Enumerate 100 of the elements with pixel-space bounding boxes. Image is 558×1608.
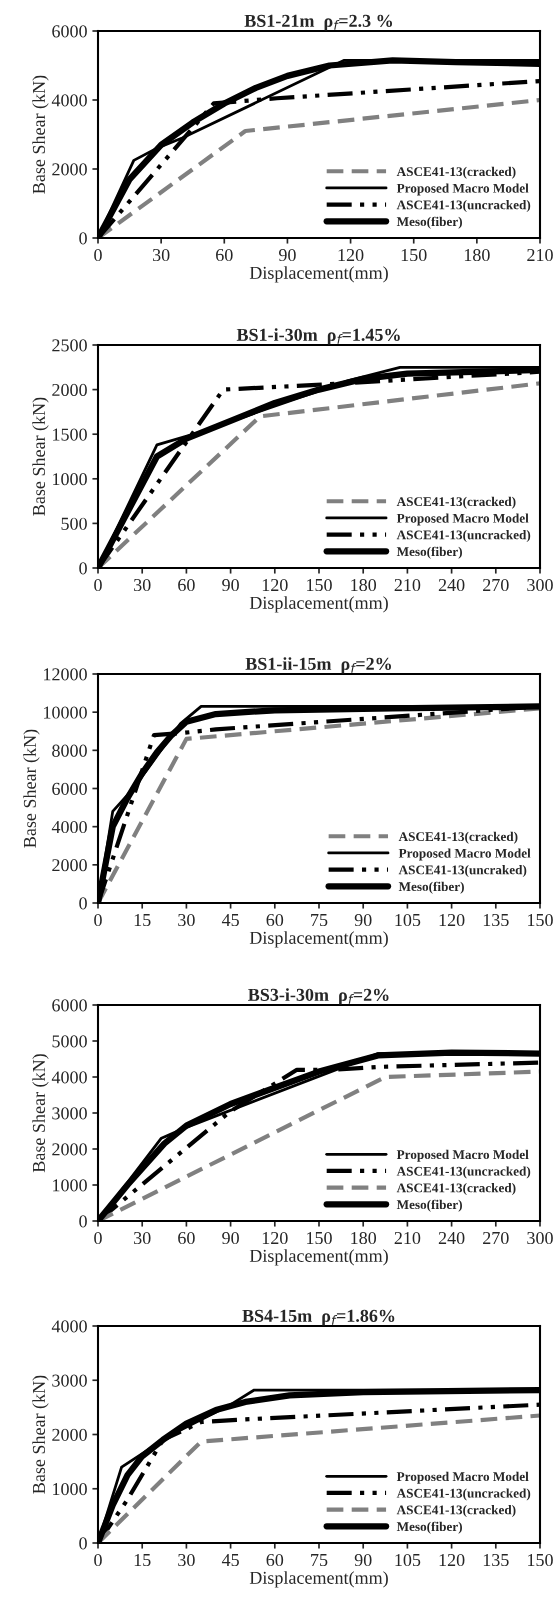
x-tick-label: 105 xyxy=(395,1553,421,1567)
legend-label: Meso(fiber) xyxy=(398,881,464,894)
y-axis-title: Base Shear (kN) xyxy=(32,1054,49,1173)
y-tick-label: 4000 xyxy=(51,820,87,834)
y-tick-label: 2000 xyxy=(52,859,87,872)
x-tick-label: 90 xyxy=(354,1553,372,1567)
y-axis-title: Base Shear (kN) xyxy=(23,729,40,848)
x-tick-label: 60 xyxy=(266,1553,284,1567)
legend-label: Meso(fiber) xyxy=(396,546,462,559)
y-tick-label: 0 xyxy=(79,897,87,910)
chart-title: BS1-21m ρ$_{f}$=2.3 % xyxy=(244,14,393,31)
x-tick-label: 0 xyxy=(94,1553,102,1567)
x-tick-label: 120 xyxy=(439,913,465,927)
y-tick-label: 3000 xyxy=(52,1107,87,1120)
x-tick-label: 135 xyxy=(483,913,509,927)
y-tick-label: 0 xyxy=(79,1537,87,1550)
y-tick-label: 2000 xyxy=(52,383,87,397)
y-tick-label: 1000 xyxy=(53,1483,87,1496)
x-tick-label: 210 xyxy=(527,248,553,262)
chart-title: BS1-i-30m ρ$_{f}$=1.45% xyxy=(236,328,400,345)
x-tick-label: 105 xyxy=(395,913,421,927)
y-tick-label: 4000 xyxy=(51,94,87,107)
x-tick-label: 150 xyxy=(401,248,427,262)
y-tick-label: 4000 xyxy=(51,1071,87,1084)
x-tick-label: 90 xyxy=(222,1231,239,1245)
legend-label: ASCE41-13(cracked) xyxy=(396,496,516,509)
x-tick-label: 30 xyxy=(178,1553,195,1567)
x-tick-label: 0 xyxy=(94,1231,102,1245)
x-tick-label: 30 xyxy=(178,913,195,927)
x-tick-label: 120 xyxy=(439,1553,465,1567)
x-tick-label: 60 xyxy=(178,578,195,592)
x-tick-label: 180 xyxy=(351,578,377,592)
legend-label: Proposed Macro Model xyxy=(396,183,529,196)
x-tick-label: 60 xyxy=(216,248,233,262)
x-tick-label: 150 xyxy=(528,913,553,927)
y-tick-label: 1000 xyxy=(53,473,87,486)
y-tick-label: 2500 xyxy=(52,339,87,352)
legend-label: ASCE41-13(uncracked) xyxy=(396,1166,531,1179)
y-tick-label: 8000 xyxy=(52,744,87,757)
x-tick-label: 30 xyxy=(134,1231,151,1245)
x-tick-label: 120 xyxy=(262,578,288,592)
legend-label: ASCE41-13(uncracked) xyxy=(396,1488,531,1501)
legend-label: ASCE41-13(cracked) xyxy=(396,1183,516,1196)
legend-label: ASCE41-13(cracked) xyxy=(396,1505,516,1518)
x-tick-label: 180 xyxy=(351,1231,377,1245)
x-axis-title: Displacement(mm) xyxy=(249,1571,388,1588)
x-tick-label: 150 xyxy=(307,578,332,592)
x-tick-label: 60 xyxy=(178,1231,195,1245)
x-tick-label: 15 xyxy=(134,914,151,927)
x-tick-label: 150 xyxy=(307,1231,332,1245)
y-tick-label: 5000 xyxy=(52,1035,87,1048)
x-tick-label: 300 xyxy=(527,578,553,592)
x-axis-title: Displacement(mm) xyxy=(249,266,388,283)
x-tick-label: 120 xyxy=(262,1231,288,1245)
x-tick-label: 240 xyxy=(438,1231,465,1245)
y-tick-label: 6000 xyxy=(52,25,87,38)
y-tick-label: 500 xyxy=(61,517,87,530)
x-tick-label: 150 xyxy=(528,1553,553,1567)
x-tick-label: 60 xyxy=(266,913,284,927)
y-tick-label: 2000 xyxy=(52,1143,87,1156)
x-tick-label: 90 xyxy=(354,913,372,927)
y-tick-label: 6000 xyxy=(52,999,87,1012)
x-tick-label: 180 xyxy=(464,248,490,262)
chart-title: BS4-15m ρ$_{f}$=1.86% xyxy=(242,1309,395,1326)
x-tick-label: 300 xyxy=(527,1231,553,1245)
x-tick-label: 15 xyxy=(134,1554,151,1567)
y-tick-label: 2000 xyxy=(52,163,87,176)
y-axis-title: Base Shear (kN) xyxy=(32,1375,49,1494)
chart-title: BS3-i-30m ρ$_{f}$=2% xyxy=(248,988,389,1005)
legend-label: Meso(fiber) xyxy=(396,1521,462,1534)
x-tick-label: 210 xyxy=(394,578,421,592)
x-axis-title: Displacement(mm) xyxy=(249,931,388,948)
legend-label: Proposed Macro Model xyxy=(396,513,529,526)
x-tick-label: 45 xyxy=(221,1554,239,1567)
x-tick-label: 0 xyxy=(94,248,102,262)
x-tick-label: 30 xyxy=(134,578,151,592)
x-tick-label: 120 xyxy=(338,248,364,262)
y-tick-label: 4000 xyxy=(51,1320,87,1333)
legend-label: Proposed Macro Model xyxy=(398,848,531,861)
y-tick-label: 6000 xyxy=(52,782,87,795)
legend-label: ASCE41-13(uncracked) xyxy=(396,530,531,543)
y-tick-label: 0 xyxy=(79,232,87,245)
legend-label: Proposed Macro Model xyxy=(396,1149,529,1162)
y-tick-label: 1000 xyxy=(53,1179,87,1192)
x-tick-label: 135 xyxy=(483,1553,509,1567)
x-tick-label: 90 xyxy=(278,248,296,262)
x-tick-label: 240 xyxy=(438,578,465,592)
x-tick-label: 30 xyxy=(152,248,170,262)
y-tick-label: 10000 xyxy=(44,706,87,719)
x-axis-title: Displacement(mm) xyxy=(249,596,388,613)
x-tick-label: 45 xyxy=(221,914,239,927)
y-axis-title: Base Shear (kN) xyxy=(32,397,49,516)
y-tick-label: 12000 xyxy=(44,668,87,681)
legend-label: ASCE41-13(cracked) xyxy=(398,831,518,844)
x-axis-title: Displacement(mm) xyxy=(249,1249,388,1266)
x-tick-label: 0 xyxy=(94,913,102,927)
x-tick-label: 75 xyxy=(311,1554,328,1567)
y-axis-title: Base Shear (kN) xyxy=(32,75,49,194)
x-tick-label: 90 xyxy=(222,578,239,592)
x-tick-label: 270 xyxy=(483,1231,509,1245)
